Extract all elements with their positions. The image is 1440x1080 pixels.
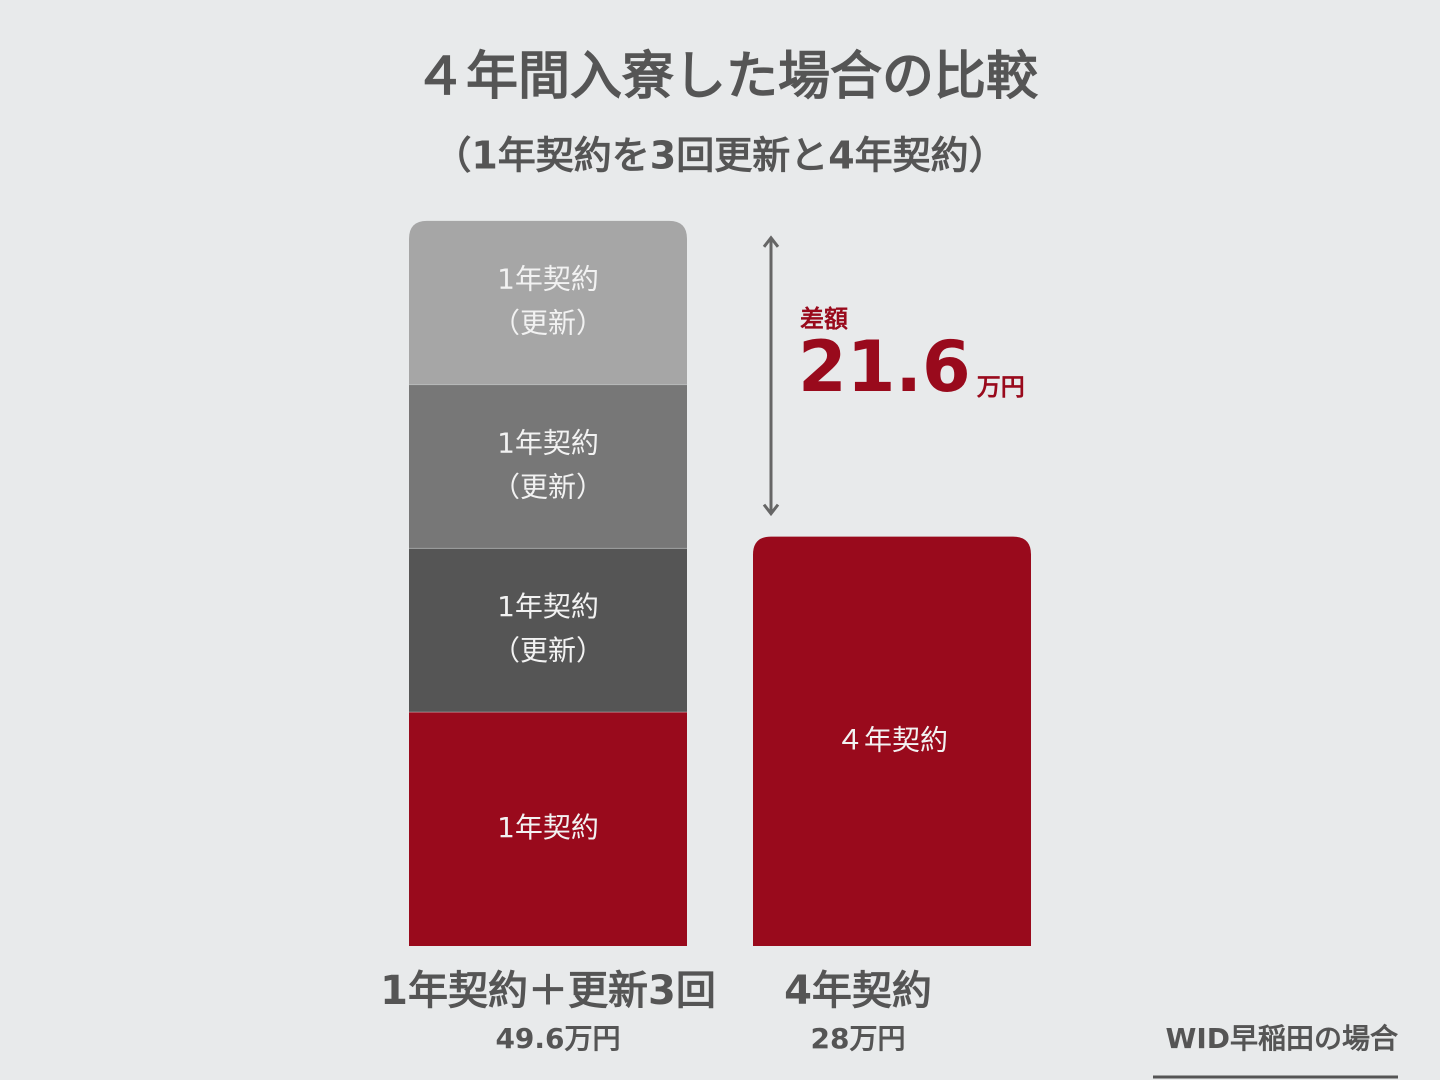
segment-label: 1年契約 bbox=[497, 811, 599, 844]
bar-segment bbox=[409, 712, 687, 946]
segment-label: 1年契約 bbox=[497, 590, 599, 623]
arrow-head bbox=[762, 503, 780, 517]
total-label: 49.6万円 bbox=[495, 1022, 620, 1055]
segment-label: 1年契約 bbox=[497, 426, 599, 459]
chart-title: ４年間入寮した場合の比較 bbox=[414, 47, 1039, 107]
bar-segment bbox=[753, 536, 1031, 946]
segment-label: （更新） bbox=[492, 470, 604, 503]
bar-segment bbox=[409, 548, 687, 713]
difference-label: 差額 bbox=[800, 305, 848, 333]
total-label: 28万円 bbox=[811, 1022, 906, 1055]
category-label: 4年契約 bbox=[784, 968, 932, 1014]
segment-label: 1年契約 bbox=[497, 263, 599, 296]
chart-subtitle: （1年契約を3回更新と4年契約） bbox=[433, 134, 1006, 178]
difference-value: 21.6 bbox=[798, 326, 971, 408]
difference-unit: 万円 bbox=[977, 373, 1025, 401]
category-label: 1年契約＋更新3回 bbox=[380, 968, 716, 1014]
bar-segment bbox=[409, 220, 687, 385]
segment-label: （更新） bbox=[492, 634, 604, 667]
note: WID早稲田の場合 bbox=[1165, 1022, 1399, 1055]
segment-label: ４年契約 bbox=[836, 723, 948, 756]
arrow-head bbox=[762, 235, 780, 248]
segment-label: （更新） bbox=[492, 307, 604, 340]
bar-segment bbox=[409, 384, 687, 549]
